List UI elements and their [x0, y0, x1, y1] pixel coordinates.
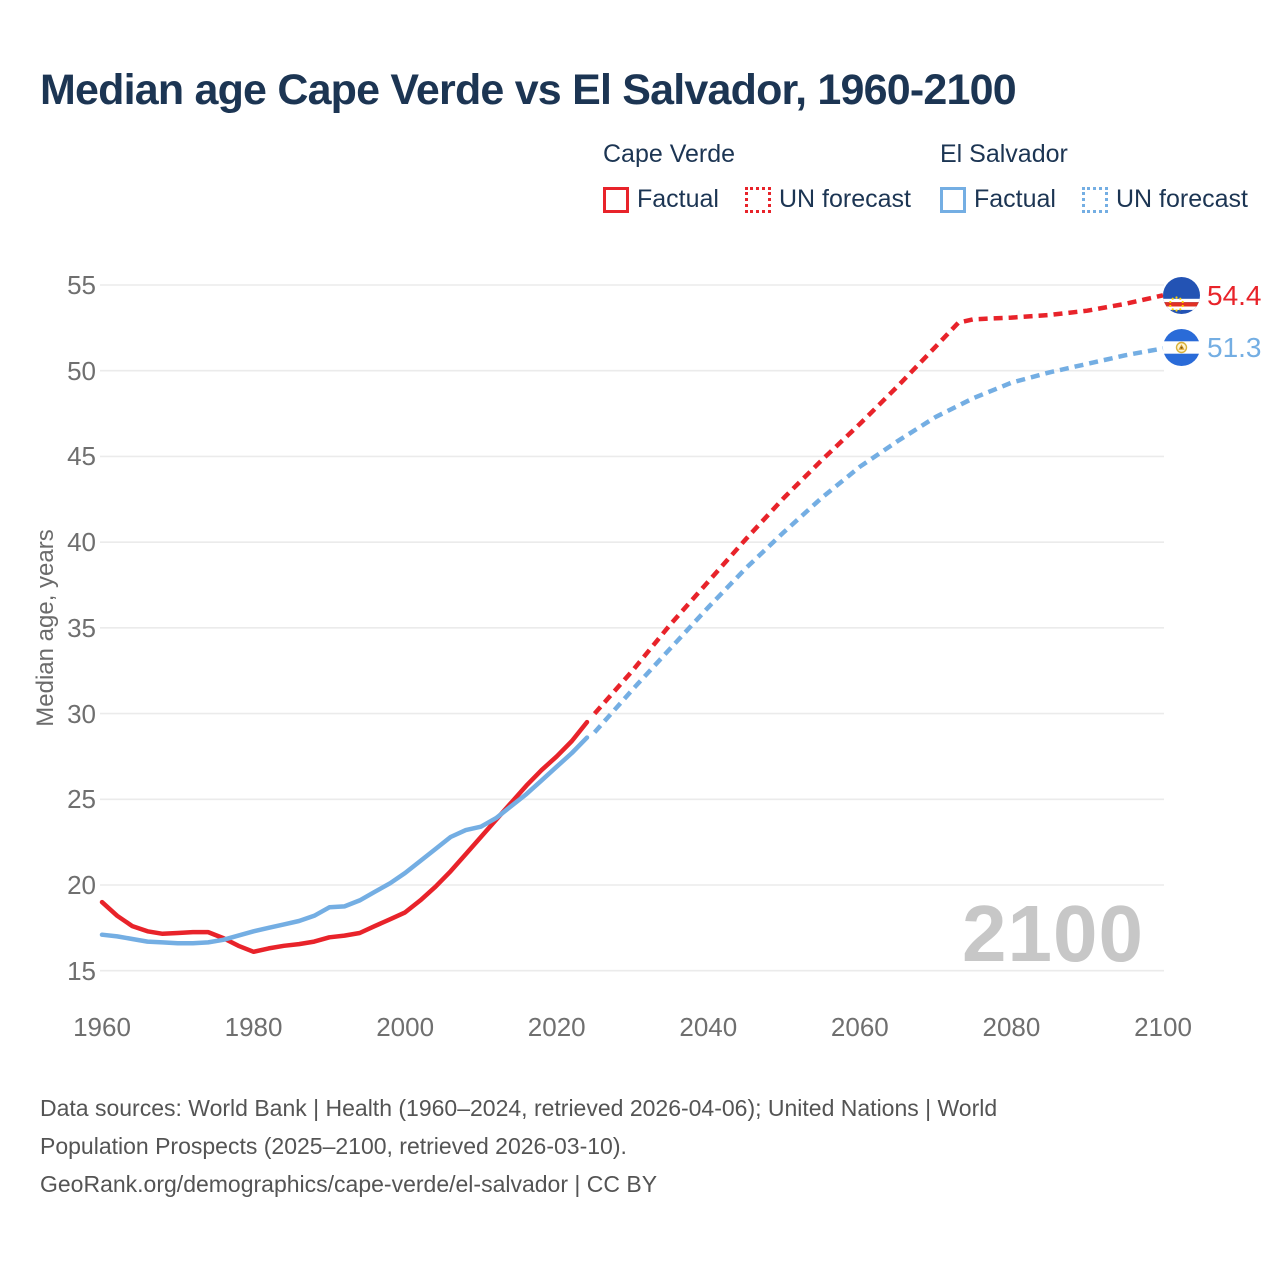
x-tick-label: 1960 — [73, 1012, 131, 1042]
footer-line: Data sources: World Bank | Health (1960–… — [40, 1095, 998, 1121]
legend-item-label: UN forecast — [778, 185, 911, 213]
end-value-el-salvador: 51.3 — [1207, 331, 1262, 363]
y-tick-label: 30 — [67, 698, 96, 729]
series-line-cape-verde-un-forecast — [592, 293, 1164, 716]
y-tick-label: 55 — [67, 270, 96, 300]
legend-item-cape-verde-forecast: UN forecast — [744, 185, 911, 214]
y-tick-label: 25 — [67, 784, 96, 815]
y-tick-label: 40 — [67, 527, 96, 558]
x-tick-label: 2040 — [679, 1012, 738, 1042]
legend-group-title: Cape Verde — [603, 140, 736, 168]
legend-group-el-salvador: El Salvador Factual UN forecast — [940, 140, 1274, 214]
cape-verde-flag-icon — [1163, 277, 1200, 314]
end-label-el-salvador: 51.3 — [1163, 329, 1262, 366]
x-tick-label: 2080 — [982, 1012, 1041, 1042]
x-tick-label: 2100 — [1134, 1012, 1192, 1042]
footer-line: GeoRank.org/demographics/cape-verde/el-s… — [40, 1171, 658, 1197]
legend-group-cape-verde: Cape Verde Factual UN forecast — [603, 140, 937, 214]
watermark: 2100 — [962, 889, 1144, 978]
legend-item-label: UN forecast — [1115, 185, 1248, 213]
x-tick-label: 2020 — [527, 1012, 586, 1042]
y-tick-label: 45 — [67, 441, 96, 472]
end-value-cape-verde: 54.4 — [1207, 279, 1262, 311]
legend-item-label: Factual — [974, 185, 1056, 213]
y-tick-label: 50 — [67, 355, 96, 386]
solid-line-swatch-icon — [603, 186, 629, 213]
end-label-cape-verde: 54.4 — [1163, 277, 1262, 314]
series-line-cape-verde-factual — [99, 719, 590, 955]
y-tick-label: 15 — [67, 955, 96, 986]
chart-title: Median age Cape Verde vs El Salvador, 19… — [40, 66, 1017, 114]
legend-item-cape-verde-factual: Factual — [603, 185, 719, 214]
legend-item-el-salvador-forecast: UN forecast — [1081, 185, 1248, 214]
solid-line-swatch-icon — [940, 186, 966, 213]
legend-item-el-salvador-factual: Factual — [940, 185, 1056, 214]
x-tick-label: 1980 — [224, 1012, 283, 1042]
data-sources-footer: Data sources: World Bank | Health (1960–… — [40, 1089, 1200, 1203]
dotted-line-swatch-icon — [1081, 186, 1108, 213]
legend-item-label: Factual — [637, 185, 719, 213]
series-line-el-salvador-un-forecast — [592, 346, 1164, 734]
series-line-el-salvador-factual — [99, 735, 590, 946]
y-tick-label: 20 — [67, 869, 96, 900]
y-tick-label: 35 — [67, 612, 96, 643]
dotted-line-swatch-icon — [744, 186, 771, 213]
x-tick-label: 2000 — [376, 1012, 435, 1042]
footer-line: Population Prospects (2025–2100, retriev… — [40, 1133, 627, 1159]
legend: Cape Verde Factual UN forecast El Salvad… — [0, 140, 1280, 220]
legend-group-title: El Salvador — [940, 140, 1068, 168]
el-salvador-flag-icon — [1163, 329, 1200, 366]
x-tick-label: 2060 — [830, 1012, 889, 1042]
